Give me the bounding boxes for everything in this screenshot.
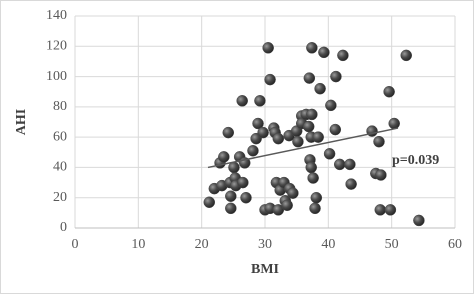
y-tick-label: 20 xyxy=(53,190,67,205)
point xyxy=(333,158,346,171)
point xyxy=(225,190,237,202)
y-axis-label: AHI xyxy=(14,109,29,135)
point xyxy=(325,99,337,112)
x-tick-label: 10 xyxy=(131,237,145,252)
x-tick-label: 50 xyxy=(385,237,399,252)
y-tick-label: 40 xyxy=(53,160,67,175)
point xyxy=(309,202,321,215)
point xyxy=(252,117,264,130)
point xyxy=(400,49,412,62)
point xyxy=(272,132,285,145)
point xyxy=(225,202,237,215)
annotation: p=0.039 xyxy=(392,153,439,168)
point xyxy=(384,204,397,216)
point xyxy=(314,82,326,95)
x-axis-label: BMI xyxy=(251,262,279,277)
point xyxy=(240,191,252,204)
point xyxy=(306,42,318,54)
point xyxy=(307,172,319,184)
point xyxy=(329,123,342,136)
y-tick-label: 60 xyxy=(53,129,67,144)
point xyxy=(262,42,274,54)
point xyxy=(413,214,425,227)
point xyxy=(254,95,266,107)
point xyxy=(264,73,276,86)
point xyxy=(247,145,259,157)
trendline xyxy=(207,127,399,169)
point xyxy=(281,199,293,212)
x-tick-label: 40 xyxy=(321,237,335,252)
point xyxy=(374,204,387,216)
point xyxy=(344,158,356,171)
y-tick-label: 120 xyxy=(46,39,67,54)
point xyxy=(237,176,249,189)
x-tick-label: 60 xyxy=(448,237,462,252)
point xyxy=(222,126,235,139)
point xyxy=(330,70,342,83)
point xyxy=(383,85,395,98)
point xyxy=(323,148,336,160)
y-tick-label: 100 xyxy=(46,69,67,84)
point xyxy=(306,108,318,121)
point xyxy=(310,191,323,204)
point xyxy=(257,126,269,139)
x-tick-label: 0 xyxy=(72,237,79,252)
point xyxy=(203,196,216,209)
point xyxy=(305,161,317,174)
y-tick-label: 0 xyxy=(60,220,67,235)
x-tick-label: 20 xyxy=(195,237,209,252)
point xyxy=(375,169,387,181)
point xyxy=(345,178,357,190)
point xyxy=(318,46,330,59)
point xyxy=(236,95,248,107)
x-tick-label: 30 xyxy=(258,237,272,252)
point xyxy=(373,135,385,148)
point xyxy=(302,120,315,133)
point xyxy=(312,131,324,143)
y-tick-label: 140 xyxy=(46,8,67,23)
point xyxy=(388,117,400,130)
point xyxy=(303,72,316,84)
point xyxy=(287,187,299,199)
point xyxy=(292,135,304,148)
point xyxy=(218,151,230,163)
y-tick-label: 80 xyxy=(53,99,67,114)
point xyxy=(337,49,349,62)
